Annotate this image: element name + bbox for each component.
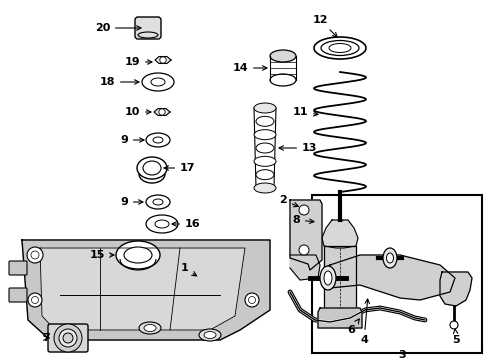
Circle shape: [160, 57, 166, 63]
Ellipse shape: [386, 253, 393, 263]
Circle shape: [449, 321, 457, 329]
Ellipse shape: [328, 44, 350, 53]
Text: 3: 3: [397, 350, 405, 360]
Circle shape: [244, 293, 259, 307]
Ellipse shape: [256, 170, 273, 180]
Text: 1: 1: [180, 263, 196, 276]
Ellipse shape: [269, 74, 295, 86]
Text: 17: 17: [163, 163, 195, 173]
Ellipse shape: [155, 220, 169, 228]
Text: 10: 10: [124, 107, 151, 117]
FancyBboxPatch shape: [9, 288, 27, 302]
Polygon shape: [155, 57, 171, 63]
Ellipse shape: [256, 116, 273, 126]
Ellipse shape: [137, 157, 167, 179]
Ellipse shape: [146, 215, 178, 233]
Ellipse shape: [320, 40, 358, 55]
Ellipse shape: [139, 322, 161, 334]
Circle shape: [31, 251, 39, 259]
Ellipse shape: [153, 199, 163, 205]
Polygon shape: [439, 272, 471, 306]
Ellipse shape: [142, 73, 174, 91]
Text: 2: 2: [279, 195, 298, 207]
Circle shape: [159, 109, 165, 115]
Ellipse shape: [143, 324, 156, 332]
Text: 15: 15: [89, 250, 114, 260]
Ellipse shape: [256, 143, 273, 153]
Text: 9: 9: [120, 197, 142, 207]
FancyBboxPatch shape: [48, 324, 88, 352]
Text: 8: 8: [292, 215, 313, 225]
Circle shape: [28, 293, 42, 307]
Ellipse shape: [146, 133, 170, 147]
Polygon shape: [289, 255, 319, 280]
Text: 19: 19: [124, 57, 152, 67]
Text: 11: 11: [292, 107, 317, 117]
Polygon shape: [321, 220, 357, 248]
Ellipse shape: [382, 248, 396, 268]
Ellipse shape: [253, 103, 275, 113]
Text: 7: 7: [42, 333, 50, 343]
Ellipse shape: [253, 183, 275, 193]
Polygon shape: [40, 248, 244, 330]
Circle shape: [298, 205, 308, 215]
FancyBboxPatch shape: [135, 17, 161, 39]
Ellipse shape: [116, 241, 160, 269]
Text: 6: 6: [346, 319, 359, 335]
Polygon shape: [317, 308, 361, 328]
Ellipse shape: [146, 195, 170, 209]
Circle shape: [248, 297, 255, 303]
Ellipse shape: [324, 271, 331, 285]
Circle shape: [63, 333, 73, 343]
Polygon shape: [321, 255, 454, 300]
Ellipse shape: [253, 156, 275, 166]
Text: 13: 13: [279, 143, 317, 153]
Ellipse shape: [253, 130, 275, 140]
Polygon shape: [324, 246, 355, 310]
Ellipse shape: [138, 32, 158, 38]
Ellipse shape: [269, 50, 295, 62]
Text: 14: 14: [232, 63, 266, 73]
Text: 4: 4: [359, 299, 369, 345]
Ellipse shape: [203, 332, 216, 338]
Ellipse shape: [319, 266, 335, 290]
Polygon shape: [22, 240, 269, 340]
Text: 20: 20: [95, 23, 141, 33]
Ellipse shape: [151, 78, 164, 86]
Circle shape: [298, 245, 308, 255]
Polygon shape: [154, 108, 170, 116]
Text: 9: 9: [120, 135, 143, 145]
Circle shape: [54, 324, 82, 352]
Text: 12: 12: [312, 15, 337, 37]
Bar: [311, 195, 481, 353]
Circle shape: [31, 297, 39, 303]
Circle shape: [59, 329, 77, 347]
Text: 16: 16: [172, 219, 200, 229]
Ellipse shape: [124, 247, 152, 263]
Ellipse shape: [153, 137, 163, 143]
Polygon shape: [289, 200, 321, 270]
Ellipse shape: [142, 161, 161, 175]
Circle shape: [27, 247, 43, 263]
Ellipse shape: [199, 329, 221, 341]
FancyBboxPatch shape: [9, 261, 27, 275]
Text: 5: 5: [451, 329, 459, 345]
Ellipse shape: [313, 37, 365, 59]
Text: 18: 18: [99, 77, 139, 87]
